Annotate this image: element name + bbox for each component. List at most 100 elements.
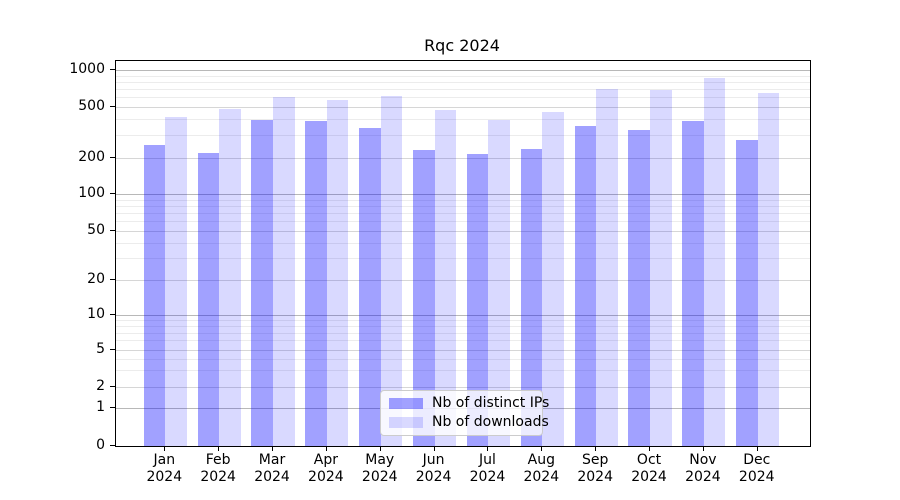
bar-ips-jul (466, 154, 489, 446)
x-tick-mark-feb (218, 446, 220, 451)
y-tick-mark-1 (110, 407, 115, 408)
plot-area (115, 60, 811, 447)
y-tick-mark-10 (110, 314, 115, 315)
gridline-minor-90 (116, 199, 810, 201)
x-tick-mark-jan (164, 446, 166, 451)
bar-ips-feb (197, 153, 220, 446)
gridline-10 (116, 315, 810, 316)
x-tick-mark-nov (702, 446, 704, 451)
gridline-500 (116, 107, 810, 108)
legend-item-distinct-ips: Nb of distinct IPs (389, 396, 549, 411)
chart-title: Rqc 2024 (424, 36, 500, 55)
x-tick-label-jul: Jul 2024 (469, 452, 506, 485)
legend-label-ips: Nb of distinct IPs (432, 395, 550, 411)
gridline-minor-9 (116, 320, 810, 322)
x-tick-mark-may (379, 446, 381, 451)
gridline-100 (116, 194, 810, 195)
ips-swatch (389, 398, 423, 409)
y-tick-label-200: 200 (78, 148, 105, 165)
bar-downloads-mar (273, 97, 295, 446)
x-tick-label-may: May 2024 (361, 452, 398, 485)
gridline-5 (116, 349, 810, 351)
gridline-minor-7 (116, 332, 810, 334)
x-tick-mark-sep (595, 446, 597, 451)
bar-ips-oct (628, 129, 651, 446)
x-tick-label-mar: Mar 2024 (254, 452, 290, 485)
gridline-minor-80 (116, 205, 810, 207)
bar-downloads-dec (757, 92, 780, 446)
legend-label-downloads: Nb of downloads (432, 414, 549, 430)
downloads-swatch (389, 417, 423, 428)
bar-downloads-aug (542, 111, 564, 446)
gridline-minor-700 (116, 89, 810, 91)
gridline-minor-400 (116, 119, 810, 121)
bar-downloads-jan (165, 116, 187, 446)
bar-ips-may (359, 128, 381, 446)
bar-downloads-jun (434, 110, 457, 446)
legend-item-downloads: Nb of downloads (389, 415, 549, 430)
bar-ips-apr (305, 120, 327, 446)
y-tick-mark-5 (110, 348, 115, 350)
y-tick-mark-2 (110, 386, 115, 387)
y-tick-label-500: 500 (78, 98, 105, 114)
bar-ips-aug (520, 148, 543, 446)
gridline-minor-800 (116, 81, 810, 83)
x-tick-label-aug: Aug 2024 (523, 452, 560, 485)
gridline-minor-600 (116, 97, 810, 99)
x-tick-label-jan: Jan 2024 (146, 452, 183, 485)
x-tick-mark-apr (325, 446, 327, 451)
y-tick-label-5: 5 (96, 340, 105, 357)
bar-downloads-oct (650, 90, 672, 446)
gridline-2 (116, 387, 810, 388)
x-tick-mark-oct (649, 446, 651, 451)
gridline-minor-30 (116, 258, 810, 260)
y-tick-label-0: 0 (96, 437, 105, 453)
x-tick-mark-aug (541, 446, 543, 451)
y-tick-label-1000: 1000 (69, 61, 105, 77)
gridline-minor-3 (116, 370, 810, 372)
x-tick-mark-dec (756, 446, 758, 451)
gridline-50 (116, 231, 810, 232)
gridline-minor-40 (116, 242, 810, 244)
gridline-1000 (116, 70, 810, 71)
x-tick-label-feb: Feb 2024 (200, 452, 236, 485)
gridline-minor-70 (116, 213, 810, 215)
y-tick-label-20: 20 (87, 270, 105, 287)
legend: Nb of distinct IPs Nb of downloads (380, 390, 549, 436)
y-tick-mark-0 (110, 445, 115, 446)
bar-ips-jun (413, 149, 435, 446)
x-tick-label-dec: Dec 2024 (738, 452, 775, 485)
x-tick-label-nov: Nov 2024 (685, 452, 721, 485)
x-tick-mark-mar (272, 446, 274, 451)
bar-downloads-feb (219, 109, 241, 446)
gridline-minor-60 (116, 221, 810, 223)
bar-downloads-apr (326, 100, 349, 446)
bar-downloads-sep (596, 88, 618, 446)
y-tick-label-2: 2 (96, 378, 105, 394)
gridline-minor-300 (116, 135, 810, 137)
bar-ips-nov (682, 120, 704, 446)
bar-ips-mar (251, 119, 273, 446)
x-tick-label-oct: Oct 2024 (631, 452, 667, 485)
x-tick-mark-jul (487, 446, 489, 451)
y-tick-mark-100 (110, 193, 115, 194)
gridline-200 (116, 157, 810, 159)
x-tick-label-apr: Apr 2024 (308, 452, 344, 485)
bar-ips-jan (143, 145, 166, 446)
y-tick-mark-200 (110, 156, 115, 158)
bar-downloads-jul (488, 119, 511, 446)
x-tick-mark-jun (433, 446, 435, 451)
bar-ips-dec (736, 139, 758, 446)
y-tick-mark-20 (110, 278, 115, 280)
x-tick-label-sep: Sep 2024 (577, 452, 613, 485)
gridline-20 (116, 279, 810, 281)
y-tick-mark-1000 (110, 69, 115, 70)
y-tick-mark-50 (110, 230, 115, 231)
bar-downloads-may (380, 95, 403, 446)
gridline-minor-4 (116, 358, 810, 360)
gridline-minor-900 (116, 75, 810, 77)
x-tick-label-jun: Jun 2024 (415, 452, 452, 485)
gridline-minor-8 (116, 326, 810, 328)
gridline-minor-6 (116, 340, 810, 342)
